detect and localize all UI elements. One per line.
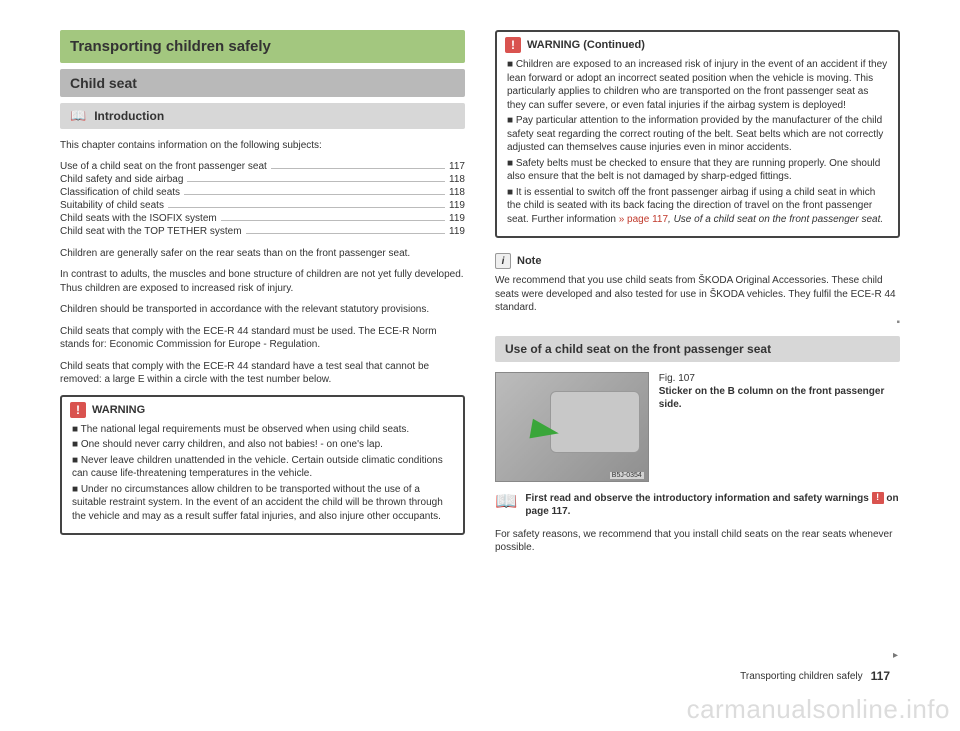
warning-box: ! WARNING The national legal requirement… <box>60 395 465 536</box>
toc-row: Suitability of child seats 119 <box>60 200 465 211</box>
toc-dots <box>168 207 445 208</box>
toc-page: 119 <box>449 226 465 237</box>
toc-row: Classification of child seats 118 <box>60 187 465 198</box>
toc-dots <box>221 220 445 221</box>
warning-icon: ! <box>70 402 86 418</box>
warning-item: Never leave children unattended in the v… <box>72 454 453 481</box>
toc-dots <box>246 233 445 234</box>
read-first-row: 📖 First read and observe the introductor… <box>495 492 900 518</box>
warning-item: It is essential to switch off the front … <box>507 186 888 227</box>
warning-continued-box: ! WARNING (Continued) Children are expos… <box>495 30 900 238</box>
toc-row: Child seats with the ISOFIX system 119 <box>60 213 465 224</box>
chapter-title: Transporting children safely <box>60 30 465 63</box>
page-footer: Transporting children safely 117 <box>740 669 890 683</box>
section-title: Child seat <box>60 69 465 97</box>
link-tail: , Use of a child seat on the front passe… <box>668 214 883 225</box>
toc-label: Child safety and side airbag <box>60 174 183 185</box>
read-first-text: First read and observe the introductory … <box>525 492 900 518</box>
footer-section: Transporting children safely <box>740 671 862 682</box>
note-head: i Note <box>495 248 900 274</box>
left-column: Transporting children safely Child seat … <box>60 30 465 563</box>
warning-item: The national legal requirements must be … <box>72 423 453 437</box>
figure-caption-text: Sticker on the B column on the front pas… <box>659 385 900 411</box>
open-book-icon: 📖 <box>495 492 517 510</box>
toc-label: Suitability of child seats <box>60 200 164 211</box>
info-icon: i <box>495 253 511 269</box>
toc-page: 118 <box>449 187 465 198</box>
subsection-title: 📖 Introduction <box>60 103 465 129</box>
subsection-title-2: Use of a child seat on the front passeng… <box>495 336 900 362</box>
figure-label: Fig. 107 <box>659 373 695 384</box>
body-paragraph: Children should be transported in accord… <box>60 303 465 317</box>
footer-page-number: 117 <box>871 669 890 683</box>
subsection-label: Introduction <box>94 109 164 123</box>
toc-page: 118 <box>449 174 465 185</box>
toc-page: 119 <box>449 213 465 224</box>
figure-row: B5J-0354 Fig. 107 Sticker on the B colum… <box>495 372 900 482</box>
toc-dots <box>184 194 445 195</box>
watermark: carmanualsonline.info <box>687 694 950 725</box>
right-column: ! WARNING (Continued) Children are expos… <box>495 30 900 563</box>
warning-icon: ! <box>872 492 884 504</box>
toc-row: Child safety and side airbag 118 <box>60 174 465 185</box>
toc-label: Classification of child seats <box>60 187 180 198</box>
seat-illustration <box>550 391 640 453</box>
warning-continued-title: WARNING (Continued) <box>527 39 645 51</box>
warning-continued-body: Children are exposed to an increased ris… <box>497 58 898 236</box>
warning-icon: ! <box>505 37 521 53</box>
body-paragraph: For safety reasons, we recommend that yo… <box>495 528 900 555</box>
figure-tag: B5J-0354 <box>610 472 644 479</box>
note-title: Note <box>517 255 541 267</box>
warning-title: WARNING <box>92 404 145 416</box>
toc-label: Child seat with the TOP TETHER system <box>60 226 242 237</box>
lead-paragraph: This chapter contains information on the… <box>60 139 465 153</box>
warning-item: Safety belts must be checked to ensure t… <box>507 157 888 184</box>
warning-item: Pay particular attention to the informat… <box>507 114 888 155</box>
toc-row: Use of a child seat on the front passeng… <box>60 161 465 172</box>
toc-label: Use of a child seat on the front passeng… <box>60 161 267 172</box>
page-link: » page 117 <box>619 214 668 225</box>
note-end-mark: ▪ <box>495 317 900 328</box>
body-paragraph: Child seats that comply with the ECE-R 4… <box>60 360 465 387</box>
toc-dots <box>271 168 445 169</box>
continuation-mark: ▸ <box>893 650 898 661</box>
toc-page: 117 <box>449 161 465 172</box>
warning-item: One should never carry children, and als… <box>72 438 453 452</box>
warning-item: Children are exposed to an increased ris… <box>507 58 888 112</box>
page-content: Transporting children safely Child seat … <box>60 30 900 563</box>
body-paragraph: Child seats that comply with the ECE-R 4… <box>60 325 465 352</box>
figure-caption: Fig. 107 Sticker on the B column on the … <box>659 372 900 482</box>
body-paragraph: Children are generally safer on the rear… <box>60 247 465 261</box>
warning-head: ! WARNING <box>62 397 463 423</box>
table-of-contents: Use of a child seat on the front passeng… <box>60 161 465 237</box>
warning-continued-head: ! WARNING (Continued) <box>497 32 898 58</box>
book-icon: 📖 <box>70 108 86 124</box>
warning-body: The national legal requirements must be … <box>62 423 463 534</box>
note-body: We recommend that you use child seats fr… <box>495 274 900 315</box>
arrow-icon <box>529 418 560 443</box>
toc-dots <box>187 181 445 182</box>
warning-item: Under no circumstances allow children to… <box>72 483 453 524</box>
toc-label: Child seats with the ISOFIX system <box>60 213 217 224</box>
body-paragraph: In contrast to adults, the muscles and b… <box>60 268 465 295</box>
toc-page: 119 <box>449 200 465 211</box>
toc-row: Child seat with the TOP TETHER system 119 <box>60 226 465 237</box>
figure-image: B5J-0354 <box>495 372 649 482</box>
